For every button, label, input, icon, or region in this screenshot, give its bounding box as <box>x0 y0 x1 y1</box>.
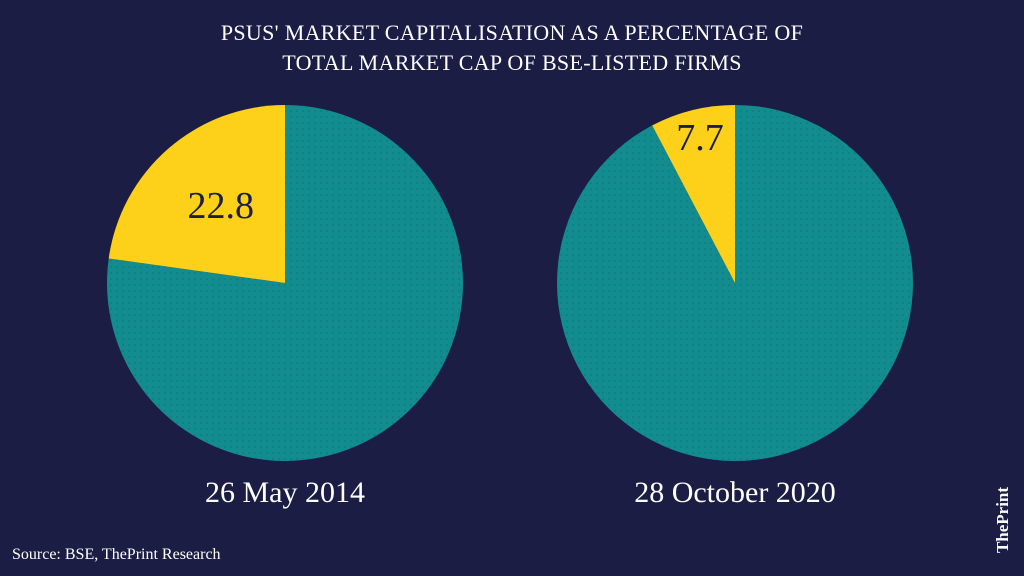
chart-title: PSUS' MARKET CAPITALISATION AS A PERCENT… <box>0 18 1024 78</box>
logo-text: ThePrint <box>993 486 1012 554</box>
chart-title-line-1: PSUS' MARKET CAPITALISATION AS A PERCENT… <box>220 20 804 45</box>
pie-slice-label: 22.8 <box>187 185 254 227</box>
theprint-logo: ThePrint <box>988 470 1018 570</box>
pie-chart-2014: 22.8 <box>106 105 464 462</box>
pie-caption-2020: 28 October 2020 <box>634 476 836 509</box>
pie-chart-2020: 7.7 <box>556 105 914 461</box>
chart-title-line-2: TOTAL MARKET CAP OF BSE-LISTED FIRMS <box>282 50 742 75</box>
pie-slice-psu <box>108 105 285 283</box>
pie-caption-2014: 26 May 2014 <box>205 476 365 509</box>
source-note: Source: BSE, ThePrint Research <box>12 546 221 563</box>
pie-slice-psu <box>652 105 735 283</box>
pie-slice-label: 7.7 <box>676 117 724 159</box>
